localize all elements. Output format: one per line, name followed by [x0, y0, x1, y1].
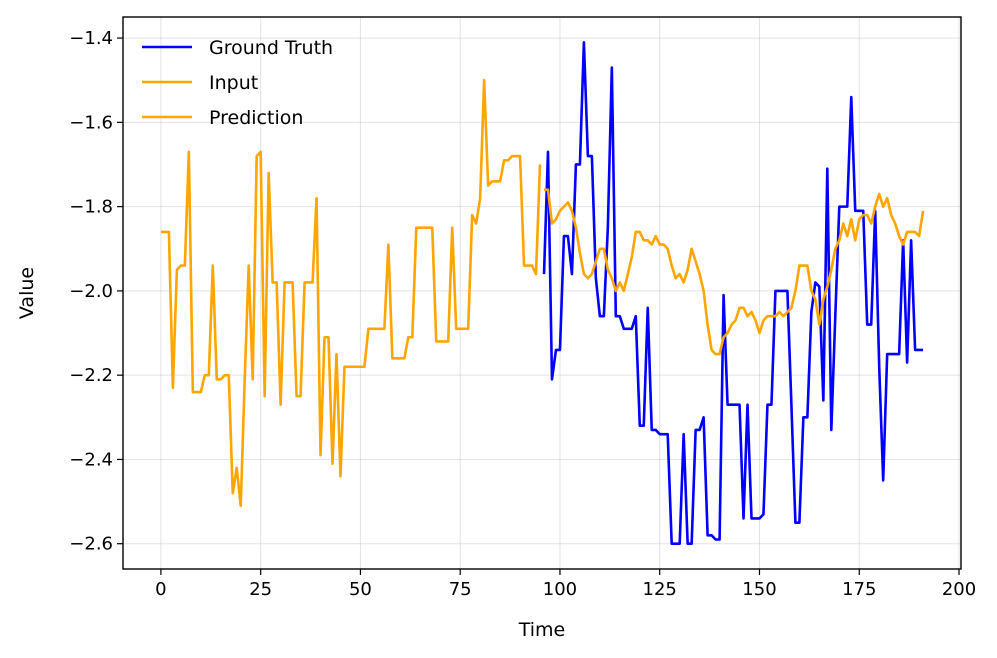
- x-axis-label: Time: [518, 619, 566, 641]
- x-tick-label: 0: [155, 579, 166, 600]
- x-tick-label: 100: [543, 579, 577, 600]
- y-tick-label: −2.6: [69, 534, 113, 555]
- plot-frame: [122, 16, 962, 570]
- y-tick-label: −2.4: [69, 449, 113, 470]
- x-tick-label: 150: [742, 579, 776, 600]
- x-tick-label: 50: [349, 579, 372, 600]
- y-tick-label: −2.2: [69, 365, 113, 386]
- y-axis: −2.6 −2.4 −2.2 −2.0 −1.8 −1.6 −1.4: [69, 28, 123, 555]
- y-axis-label: Value: [16, 267, 38, 319]
- x-tick-label: 25: [249, 579, 272, 600]
- prediction-line: [544, 188, 925, 356]
- ground-truth-line: [542, 40, 924, 546]
- x-axis: 0 25 50 75 100 125 150 175 200: [155, 569, 976, 600]
- y-tick-label: −1.8: [69, 197, 113, 218]
- legend: Ground Truth Input Prediction: [142, 37, 333, 129]
- x-tick-label: 125: [643, 579, 677, 600]
- legend-label: Input: [209, 72, 258, 94]
- y-tick-label: −2.0: [69, 281, 113, 302]
- grid: [123, 17, 961, 569]
- x-tick-label: 200: [942, 579, 976, 600]
- legend-label: Ground Truth: [209, 37, 333, 59]
- series-layer: [160, 40, 925, 546]
- x-tick-label: 175: [842, 579, 876, 600]
- legend-label: Prediction: [209, 107, 303, 129]
- x-tick-label: 75: [449, 579, 472, 600]
- y-tick-label: −1.6: [69, 112, 113, 133]
- input-line: [160, 78, 542, 508]
- legend-item: Prediction: [142, 107, 303, 129]
- legend-item: Input: [142, 72, 258, 94]
- legend-item: Ground Truth: [142, 37, 333, 59]
- y-tick-label: −1.4: [69, 28, 113, 49]
